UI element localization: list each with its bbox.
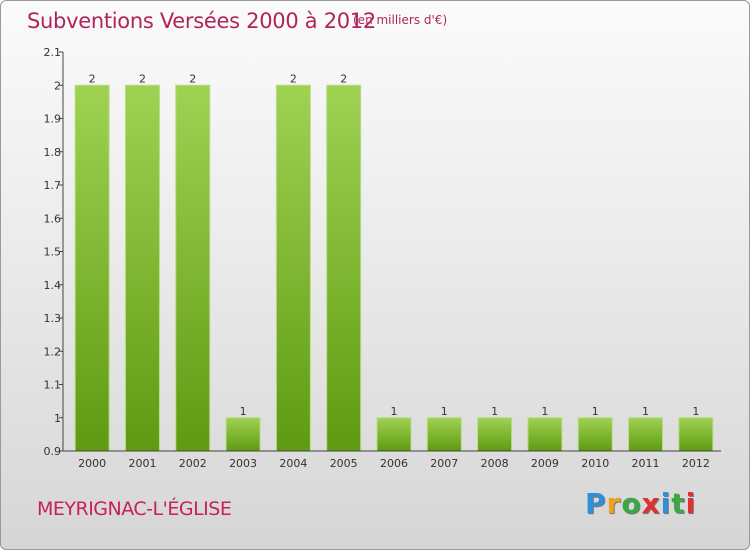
bar-2006 — [376, 417, 412, 452]
x-tick-label: 2007 — [430, 457, 458, 470]
x-tick-label: 2005 — [330, 457, 358, 470]
x-tick-label: 2010 — [581, 457, 609, 470]
chart-unit-note: (en milliers d'€) — [353, 13, 448, 27]
y-tick-label: 1.8 — [44, 146, 62, 159]
y-tick-label: 1 — [54, 412, 61, 425]
y-tick-label: 0.9 — [44, 445, 62, 458]
bar-value-label: 1 — [592, 405, 599, 418]
y-tick-label: 1.3 — [44, 312, 62, 325]
proxiti-logo: Proxiti — [585, 487, 696, 520]
bar-value-label: 1 — [441, 405, 448, 418]
logo-letter: i — [685, 487, 697, 520]
y-tick-label: 2.1 — [44, 46, 62, 59]
bar-value-label: 2 — [340, 72, 347, 85]
bar-2007 — [426, 417, 462, 452]
bar-2000 — [74, 84, 110, 452]
bar-2009 — [527, 417, 563, 452]
bar-2004 — [275, 84, 311, 452]
bar-value-label: 2 — [89, 72, 96, 85]
bar-2008 — [477, 417, 513, 452]
logo-letter: t — [671, 487, 686, 520]
bar-2005 — [326, 84, 362, 452]
x-tick-label: 2009 — [531, 457, 559, 470]
y-tick-label: 1.4 — [44, 279, 62, 292]
bar-value-label: 2 — [189, 72, 196, 85]
commune-name: MEYRIGNAC-L'ÉGLISE — [37, 498, 232, 520]
bar-value-label: 2 — [139, 72, 146, 85]
y-tick-label: 1.9 — [44, 113, 62, 126]
bar-value-label: 2 — [290, 72, 297, 85]
x-tick-label: 2008 — [481, 457, 509, 470]
bar-value-label: 1 — [692, 405, 699, 418]
bar-2012 — [678, 417, 714, 452]
x-tick-label: 2000 — [78, 457, 106, 470]
x-tick-label: 2011 — [632, 457, 660, 470]
bar-value-label: 1 — [642, 405, 649, 418]
x-tick-label: 2003 — [229, 457, 257, 470]
y-tick-label: 1.6 — [44, 212, 62, 225]
bar-value-label: 1 — [491, 405, 498, 418]
y-tick-label: 1.2 — [44, 345, 62, 358]
y-tick-label: 1.7 — [44, 179, 62, 192]
bar-2002 — [175, 84, 211, 452]
logo-letter: i — [660, 487, 672, 520]
bar-value-label: 1 — [541, 405, 548, 418]
bar-2011 — [628, 417, 664, 452]
bar-value-label: 1 — [240, 405, 247, 418]
logo-letter: x — [641, 487, 661, 520]
x-tick-label: 2001 — [128, 457, 156, 470]
y-tick-label: 2 — [54, 79, 61, 92]
bar-value-label: 1 — [391, 405, 398, 418]
x-tick-label: 2012 — [682, 457, 710, 470]
bar-2001 — [124, 84, 160, 452]
x-tick-label: 2002 — [179, 457, 207, 470]
logo-letter: o — [621, 487, 642, 520]
bar-2003 — [225, 417, 261, 452]
y-tick-label: 1.1 — [44, 379, 62, 392]
x-tick-label: 2006 — [380, 457, 408, 470]
logo-letter: r — [606, 487, 622, 520]
bar-2010 — [577, 417, 613, 452]
logo-letter: P — [585, 487, 607, 520]
x-tick-label: 2004 — [279, 457, 307, 470]
y-tick-label: 1.5 — [44, 246, 62, 259]
chart-title: Subventions Versées 2000 à 2012 — [27, 9, 376, 33]
